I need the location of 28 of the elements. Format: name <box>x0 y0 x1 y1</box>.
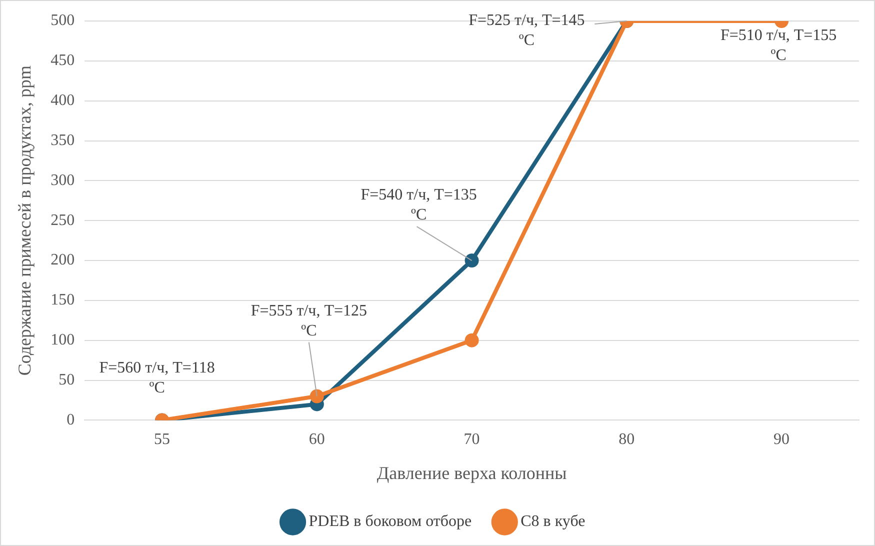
y-tick-label: 400 <box>50 92 75 110</box>
point <box>464 254 479 268</box>
y-tick-label: 500 <box>50 12 75 30</box>
x-tick-label: 60 <box>308 431 325 448</box>
x-tick-label: 90 <box>774 431 790 448</box>
y-tick-label: 200 <box>50 252 75 269</box>
y-tick-label: 450 <box>50 52 75 70</box>
annotation: F=560 т/ч, T=118 ºC <box>99 359 215 396</box>
x-tick-label: 70 <box>464 431 480 448</box>
point <box>310 389 324 404</box>
y-tick-label: 250 <box>50 212 75 229</box>
annotation: F=540 т/ч, T=135 ºC <box>360 186 477 224</box>
y-tick-label: 350 <box>50 132 75 149</box>
annotation: F=525 т/ч, T=145 ºC <box>468 12 585 50</box>
y-tick-label: 100 <box>50 332 75 349</box>
y-axis-title: Содержание примесей в продуктах, ppm <box>14 66 35 376</box>
annotation: F=510 т/ч, T=155 ºC <box>720 27 837 64</box>
y-tick-label: 150 <box>50 292 75 309</box>
y-tick-label: 0 <box>66 411 75 428</box>
y-tick-label: 50 <box>58 371 75 388</box>
point <box>464 333 479 348</box>
y-tick-label: 300 <box>50 172 75 189</box>
x-axis-title: Давление верха колонны <box>376 462 567 483</box>
x-tick-label: 55 <box>154 431 170 448</box>
annotation: F=555 т/ч, T=125 ºC <box>250 302 368 340</box>
legend-label: C8 в кубе <box>520 513 586 530</box>
x-tick-label: 80 <box>618 431 635 448</box>
legend-label: PDEB в боковом отборе <box>308 513 472 530</box>
